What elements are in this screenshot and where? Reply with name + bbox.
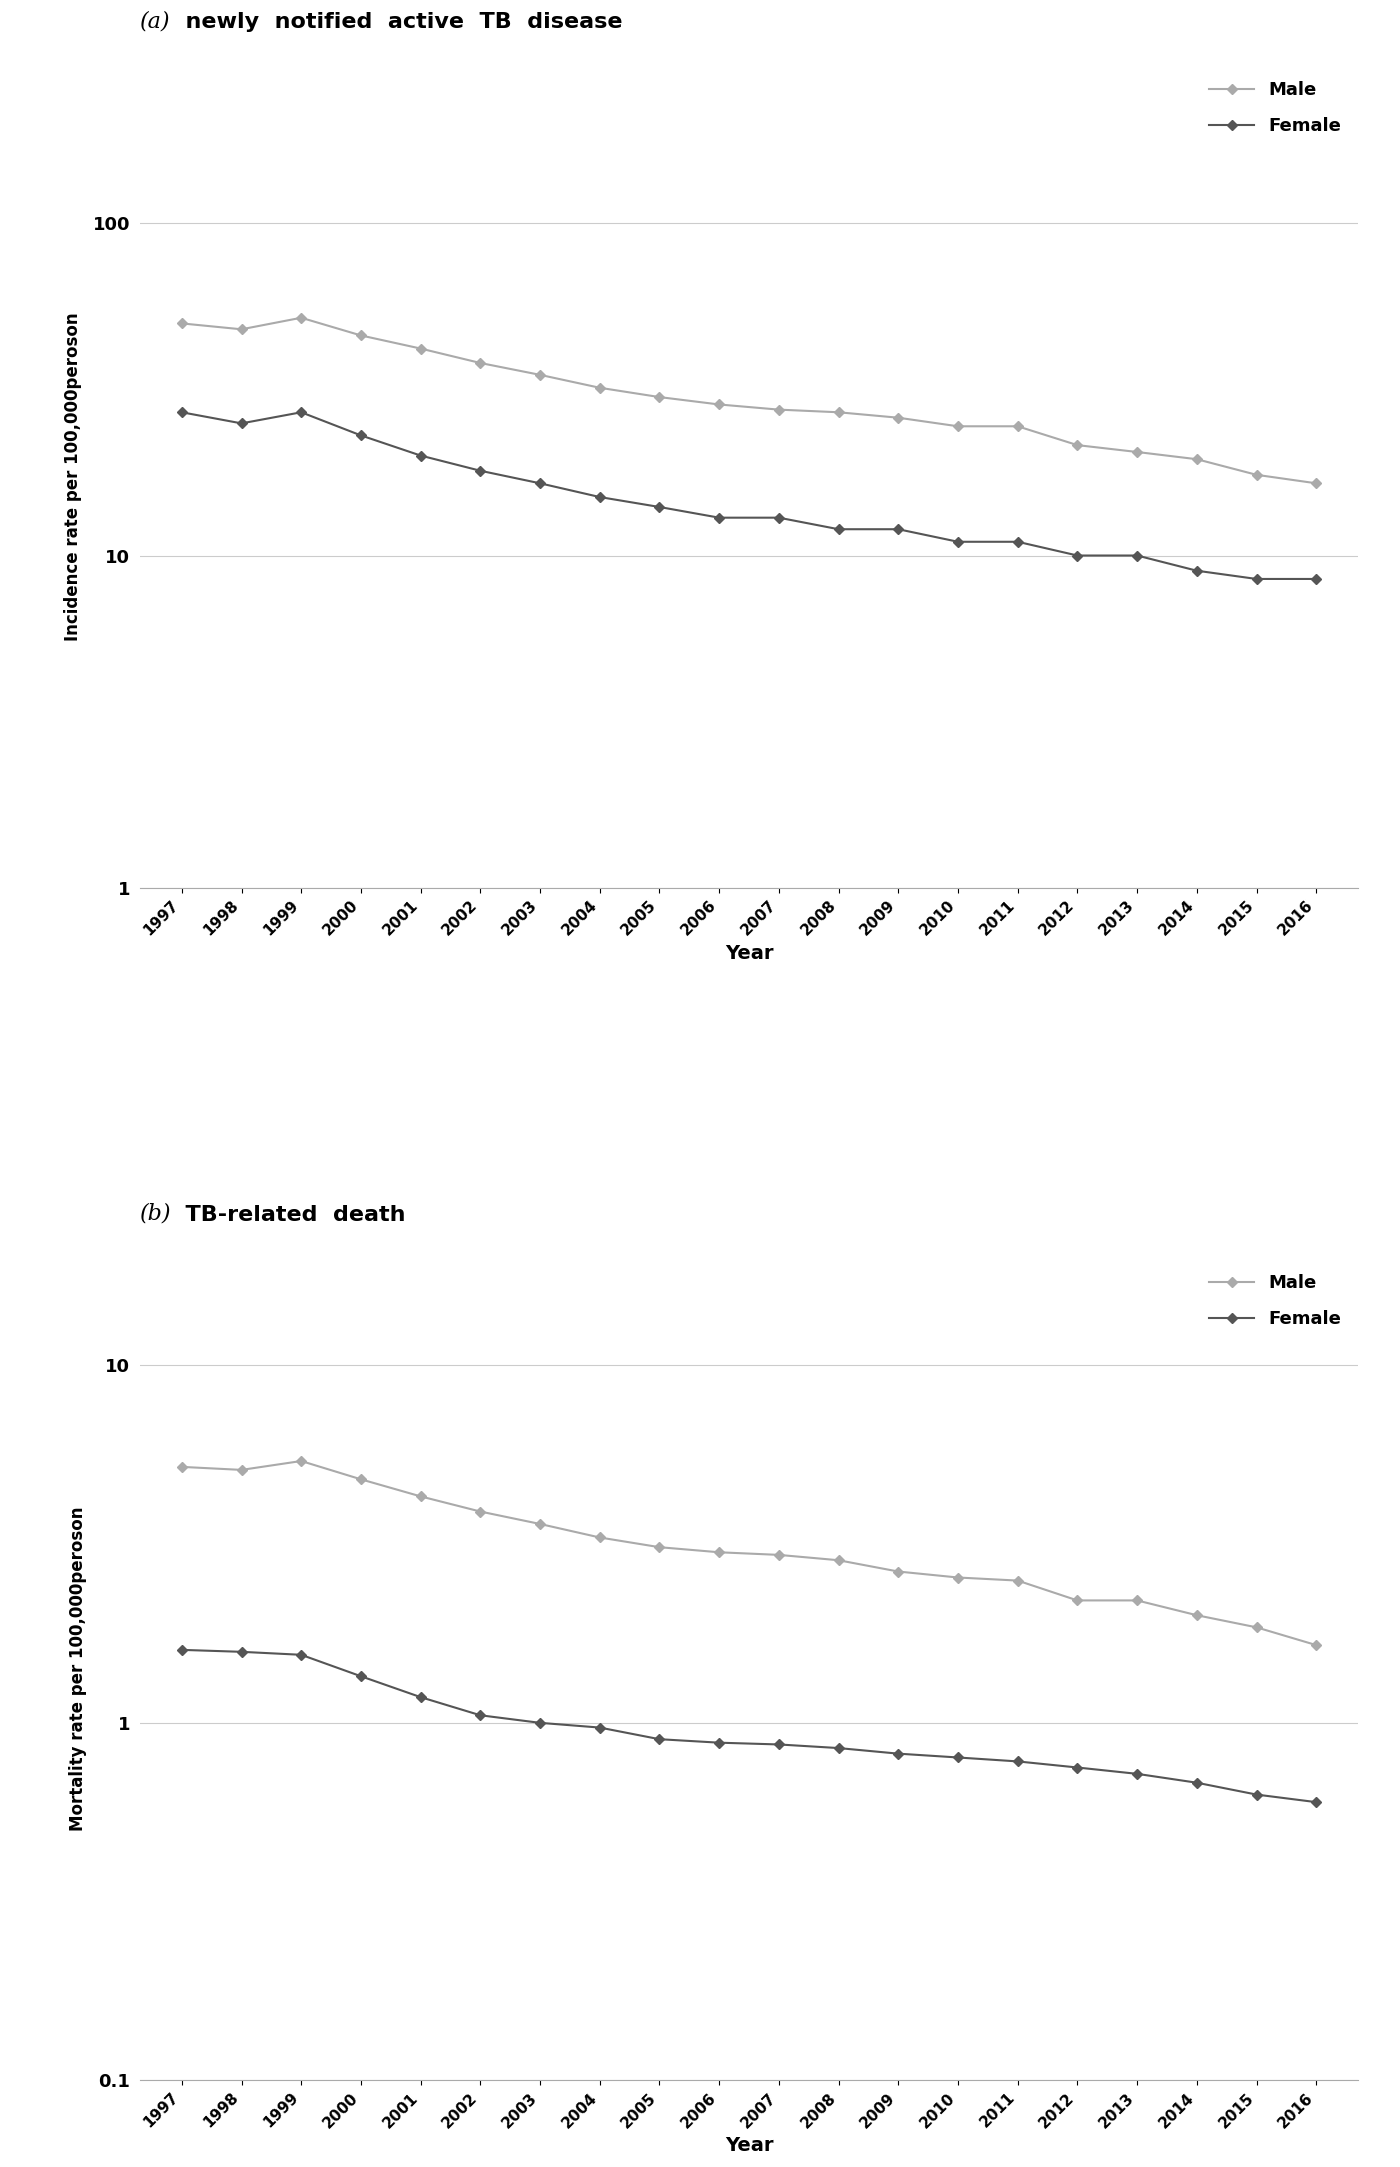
Male xyxy=(353,323,370,349)
Female xyxy=(174,1636,190,1662)
Male xyxy=(232,1456,249,1482)
Female xyxy=(532,470,549,496)
Male xyxy=(711,1539,728,1565)
Female xyxy=(949,529,966,555)
Male xyxy=(1009,414,1026,440)
Female xyxy=(890,1740,907,1766)
Male xyxy=(1189,1601,1205,1627)
X-axis label: Year: Year xyxy=(725,943,773,962)
Line: Male: Male xyxy=(178,1458,1320,1649)
Female xyxy=(232,410,249,436)
Female xyxy=(472,457,489,483)
Female xyxy=(1249,1781,1266,1807)
Female xyxy=(293,399,309,425)
X-axis label: Year: Year xyxy=(725,2137,773,2156)
Female xyxy=(472,1703,489,1729)
Female xyxy=(711,505,728,531)
Male xyxy=(651,384,668,410)
Female xyxy=(1009,1749,1026,1775)
Female xyxy=(770,1731,787,1757)
Female xyxy=(651,494,668,520)
Text: newly  notified  active  TB  disease: newly notified active TB disease xyxy=(171,13,623,33)
Male xyxy=(1308,1632,1324,1658)
Y-axis label: Incidence rate per 100,000peroson: Incidence rate per 100,000peroson xyxy=(63,312,81,641)
Male xyxy=(770,1543,787,1569)
Female xyxy=(591,1714,608,1740)
Line: Male: Male xyxy=(178,314,1320,488)
Female xyxy=(412,1684,428,1710)
Male xyxy=(711,392,728,418)
Male xyxy=(1128,1588,1145,1614)
Male xyxy=(830,399,847,425)
Male xyxy=(412,336,428,362)
Male xyxy=(532,1510,549,1536)
Female xyxy=(711,1729,728,1755)
Male xyxy=(1009,1567,1026,1593)
Female xyxy=(232,1638,249,1664)
Female xyxy=(293,1643,309,1669)
Legend: Male, Female: Male, Female xyxy=(1203,1268,1350,1335)
Female xyxy=(651,1727,668,1753)
Line: Female: Female xyxy=(178,410,1320,583)
Male xyxy=(293,1448,309,1474)
Male xyxy=(1070,431,1086,457)
Female xyxy=(890,516,907,542)
Female xyxy=(770,505,787,531)
Female xyxy=(830,1736,847,1762)
Male xyxy=(174,1454,190,1480)
Female xyxy=(1308,566,1324,592)
Male xyxy=(1308,470,1324,496)
Text: (a): (a) xyxy=(140,11,171,33)
Male xyxy=(1249,1614,1266,1640)
Female xyxy=(591,483,608,509)
Male xyxy=(293,306,309,332)
Female xyxy=(353,423,370,449)
Legend: Male, Female: Male, Female xyxy=(1203,74,1350,143)
Male xyxy=(412,1484,428,1510)
Male xyxy=(890,405,907,431)
Female xyxy=(353,1664,370,1690)
Female xyxy=(1189,1770,1205,1796)
Male xyxy=(472,1500,489,1526)
Male xyxy=(472,351,489,377)
Female xyxy=(1070,1755,1086,1781)
Female xyxy=(174,399,190,425)
Female xyxy=(412,442,428,468)
Male xyxy=(174,310,190,336)
Male xyxy=(830,1547,847,1573)
Female xyxy=(1308,1790,1324,1816)
Male xyxy=(949,414,966,440)
Male xyxy=(770,397,787,423)
Male xyxy=(890,1558,907,1584)
Female xyxy=(1128,1762,1145,1788)
Y-axis label: Mortality rate per 100,000peroson: Mortality rate per 100,000peroson xyxy=(69,1506,87,1831)
Female xyxy=(1128,542,1145,568)
Female xyxy=(1009,529,1026,555)
Male xyxy=(949,1565,966,1591)
Male xyxy=(232,316,249,342)
Male xyxy=(591,375,608,401)
Female xyxy=(532,1710,549,1736)
Female xyxy=(1249,566,1266,592)
Male xyxy=(1070,1588,1086,1614)
Male xyxy=(1189,446,1205,472)
Male xyxy=(1249,462,1266,488)
Female xyxy=(1189,557,1205,583)
Male xyxy=(1128,440,1145,466)
Female xyxy=(1070,542,1086,568)
Male xyxy=(651,1534,668,1560)
Text: (b): (b) xyxy=(140,1203,171,1224)
Line: Female: Female xyxy=(178,1647,1320,1805)
Female xyxy=(949,1744,966,1770)
Male xyxy=(353,1467,370,1493)
Female xyxy=(830,516,847,542)
Text: TB-related  death: TB-related death xyxy=(171,1205,406,1224)
Male xyxy=(591,1523,608,1549)
Male xyxy=(532,362,549,388)
